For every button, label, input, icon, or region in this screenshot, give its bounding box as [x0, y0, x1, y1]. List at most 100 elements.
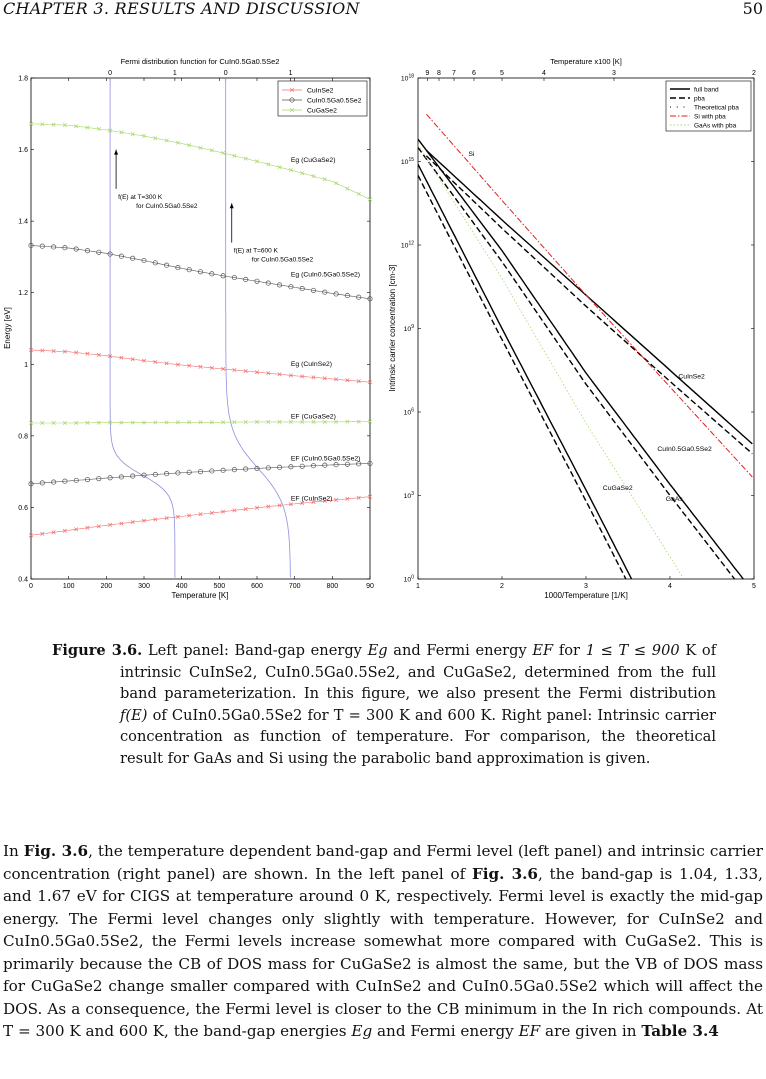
- y-tick-exponent: 3: [411, 491, 414, 497]
- top-tick-label: 9: [425, 70, 429, 77]
- series-annotation: CuGaSe2: [603, 485, 633, 492]
- y-tick-label: 1: [24, 362, 28, 369]
- body-text-5: are given in: [545, 1022, 637, 1040]
- data-point: [74, 420, 79, 425]
- right-panel-chart: Temperature x100 [K] 1000/Temperature [1…: [388, 57, 756, 600]
- right-series-group: [418, 113, 753, 579]
- data-point: [130, 357, 135, 362]
- data-point: [118, 474, 124, 480]
- data-point: [300, 171, 305, 176]
- legend-label: full band: [694, 87, 719, 94]
- data-point: [51, 420, 56, 426]
- data-point: [164, 361, 169, 366]
- series-annotation: Eg (CuInSe2): [291, 361, 332, 368]
- legend-marker: [289, 87, 295, 93]
- data-point: [108, 128, 113, 133]
- y-tick-exponent: 18: [408, 74, 414, 80]
- data-point: [288, 464, 294, 470]
- series-line: [425, 155, 753, 455]
- data-point: [334, 497, 339, 502]
- legend-marker: [289, 97, 295, 103]
- data-point: [74, 350, 79, 355]
- data-point: [164, 420, 169, 425]
- data-point: [300, 501, 305, 506]
- x-tick-label: 300: [138, 583, 150, 590]
- top-tick-label: 1: [289, 70, 293, 77]
- data-point: [141, 472, 147, 478]
- y-tick-exponent: 9: [411, 324, 414, 330]
- data-point: [209, 271, 215, 277]
- data-point: [334, 181, 339, 186]
- data-point: [198, 145, 203, 150]
- right-plot-frame: [417, 77, 755, 580]
- data-point: [288, 373, 293, 378]
- data-point: [266, 162, 271, 167]
- data-point: [243, 466, 249, 472]
- data-point: [277, 419, 282, 424]
- data-point: [186, 267, 192, 273]
- chapter-title: CHAPTER 3. RESULTS AND DISCUSSION: [3, 0, 360, 18]
- legend-label: CuGaSe2: [307, 108, 337, 115]
- data-point: [266, 371, 271, 376]
- arrow-head: [229, 203, 234, 209]
- data-point: [277, 282, 283, 288]
- x-tick-label: 0: [29, 583, 33, 590]
- data-point: [108, 522, 113, 527]
- data-point: [40, 348, 45, 353]
- right-legend: full band pba Theoretical pba Si with pba Ga…: [665, 80, 752, 132]
- x-tick-label: 90: [366, 583, 374, 590]
- data-point: [288, 284, 294, 290]
- data-point: [130, 520, 135, 525]
- data-point: [344, 293, 350, 299]
- x-tick-label: 3: [584, 583, 588, 590]
- data-point: [265, 465, 271, 471]
- caption-text-3: for: [558, 642, 581, 659]
- legend-box: [665, 80, 752, 132]
- data-point: [119, 521, 124, 526]
- data-point: [299, 286, 305, 292]
- data-point: [334, 377, 339, 382]
- body-math-eg: Eg: [351, 1022, 373, 1040]
- data-point: [243, 276, 249, 282]
- right-x-axis-label: 1000/Temperature [1/K]: [544, 591, 628, 600]
- y-tick-label: 103: [404, 491, 415, 500]
- top-tick-label: 5: [500, 70, 504, 77]
- left-plot-frame: [30, 77, 371, 580]
- y-tick-label: 109: [404, 324, 415, 333]
- x-tick-label: 2: [500, 583, 504, 590]
- data-point: [164, 516, 169, 521]
- left-chart-title: Fermi distribution function for CuIn0.5G…: [121, 57, 280, 66]
- data-point: [311, 174, 316, 179]
- data-point: [221, 366, 226, 371]
- data-point: [198, 364, 203, 369]
- series-annotation: EF (CuInSe2): [291, 495, 333, 502]
- fermi-curve-label: for CuIn0.5Ga0.5Se2: [252, 257, 314, 264]
- data-point: [209, 420, 214, 425]
- data-point: [130, 255, 136, 261]
- series-annotation: CuInSe2: [678, 374, 705, 381]
- y-tick-label: 0.8: [18, 433, 28, 440]
- data-point: [322, 419, 327, 424]
- data-point: [300, 374, 305, 379]
- data-point: [175, 420, 180, 425]
- data-point: [74, 124, 79, 129]
- data-point: [345, 496, 350, 501]
- right-chart-title: Temperature x100 [K]: [550, 57, 622, 66]
- y-tick-label: 0.6: [18, 505, 28, 512]
- data-point: [96, 126, 101, 132]
- top-tick-label: 8: [437, 70, 441, 77]
- data-point: [74, 527, 79, 532]
- page-number: 50: [742, 0, 763, 18]
- data-point: [310, 463, 317, 469]
- left-panel-chart: Fermi distribution function for CuIn0.5G…: [3, 57, 374, 600]
- data-point: [232, 420, 237, 425]
- data-point: [232, 367, 237, 373]
- data-point: [299, 463, 305, 469]
- series-line: [30, 463, 371, 485]
- x-tick-label: 400: [176, 583, 188, 590]
- y-tick-label: 106: [404, 408, 415, 417]
- data-point: [266, 419, 271, 424]
- data-point: [209, 468, 215, 474]
- body-math-ef: EF: [518, 1022, 541, 1040]
- data-point: [231, 467, 237, 473]
